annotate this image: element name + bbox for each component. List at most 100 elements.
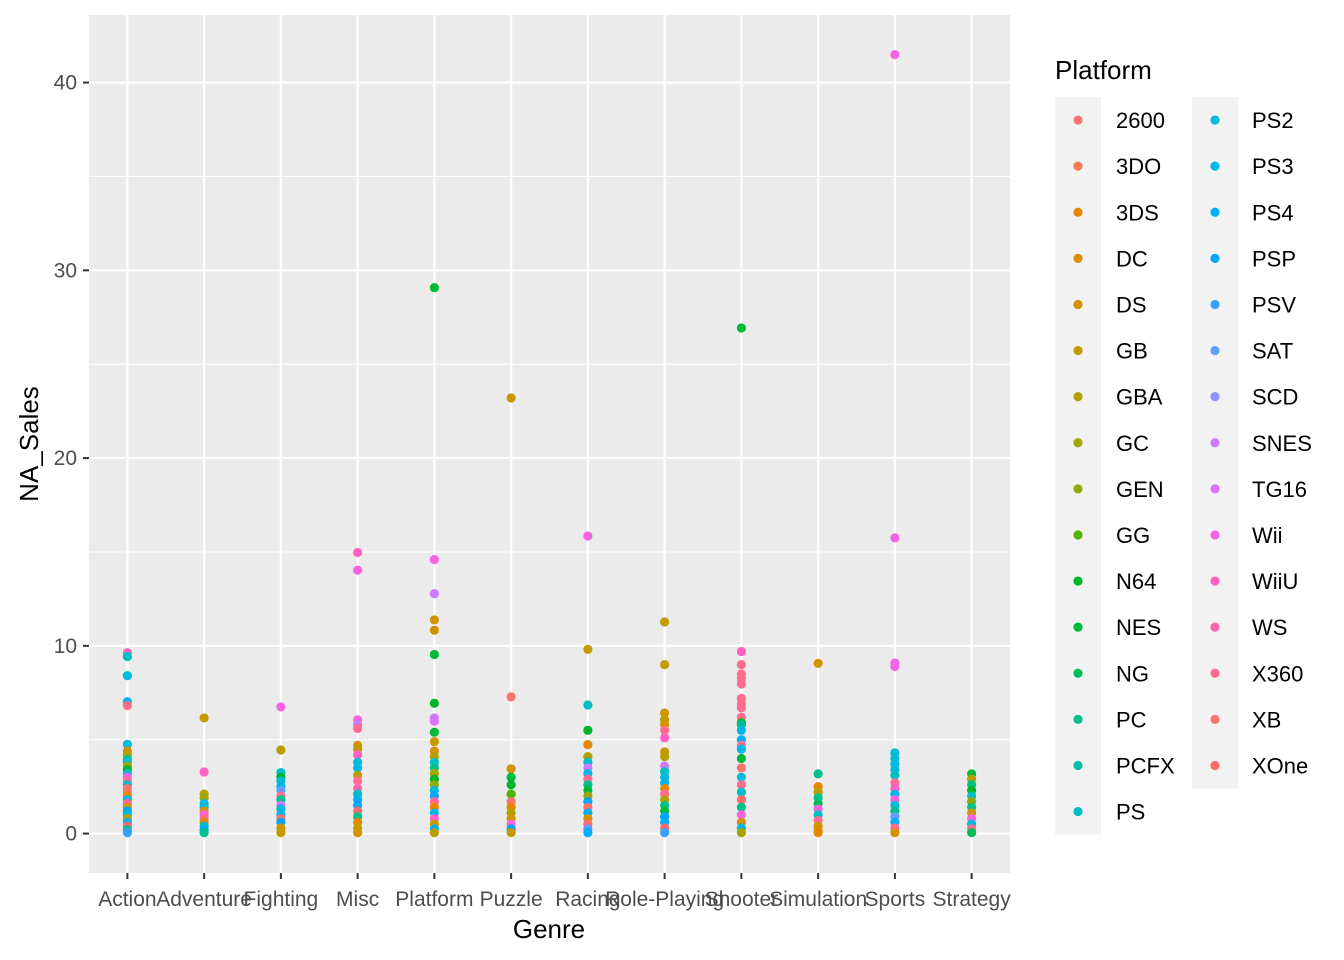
data-point [122,828,132,838]
legend-label: X360 [1252,661,1303,686]
data-point [736,828,746,838]
data-point [813,769,823,779]
data-point [890,661,900,672]
legend-label: TG16 [1252,477,1307,502]
legend-label: XOne [1252,753,1308,778]
legend-key [1073,806,1083,817]
data-point [660,733,670,743]
data-point [199,828,209,838]
data-point [813,828,823,838]
data-point [506,828,516,838]
legend-label: SAT [1252,339,1293,364]
legend-title: Platform [1055,55,1152,85]
data-point [736,679,746,689]
data-point [660,708,670,718]
data-point [353,828,363,838]
data-point [429,649,439,660]
data-point [506,764,516,774]
x-tick-label: Simulation [769,888,867,911]
data-point [583,700,593,710]
x-tick-label: Puzzle [480,888,543,911]
data-point [276,828,286,838]
x-axis-title: Genre [513,914,585,944]
legend-label: PSP [1252,246,1296,271]
x-tick-label: Action [98,888,156,911]
data-point [736,780,746,790]
legend-label: WS [1252,615,1287,640]
y-tick-label: 40 [54,72,77,95]
legend-label: PSV [1252,292,1296,317]
data-point [736,763,746,773]
data-point [583,828,593,838]
data-point [660,828,670,838]
data-point [583,644,593,654]
data-point [813,658,823,668]
legend-label: SCD [1252,385,1298,410]
data-point [353,750,363,760]
data-point [736,795,746,805]
legend-key [1210,207,1220,217]
data-point [736,323,746,333]
data-point [429,555,439,565]
y-tick-label: 20 [54,447,77,470]
data-point [736,725,746,735]
data-point [506,780,516,790]
x-tick-label: Misc [336,888,379,911]
x-tick-label: Sports [865,888,926,911]
x-tick-label: Strategy [933,888,1012,911]
data-point [736,660,746,670]
data-point [890,50,900,60]
legend-key [1073,438,1083,448]
data-point [122,700,132,711]
data-point [890,533,900,543]
x-tick-label: Fighting [244,888,319,911]
plot-panel [89,15,1010,873]
data-point [736,703,746,713]
data-point [353,565,363,575]
legend-key [1210,438,1220,448]
data-point [429,625,439,635]
data-point [429,716,439,726]
legend-key [1073,622,1083,632]
legend-label: NES [1116,615,1161,640]
data-point [506,393,516,403]
legend-label: NG [1116,661,1149,686]
legend-label: DC [1116,246,1148,271]
legend-label: GBA [1116,385,1163,410]
data-point [429,698,439,708]
legend-label: PS3 [1252,154,1294,179]
data-point [122,651,132,662]
legend-label: WiiU [1252,569,1298,594]
data-points [122,50,977,838]
legend-key [1210,760,1220,771]
legend-key [1073,668,1083,678]
data-point [583,725,593,735]
data-point [353,763,363,773]
legend-label: DS [1116,292,1147,317]
legend-key [1210,299,1220,310]
legend-label: PS2 [1252,108,1294,133]
data-point [660,660,670,670]
legend-label: Wii [1252,523,1283,548]
data-point [736,646,746,657]
data-point [736,787,746,797]
data-point [429,727,439,737]
legend-label: PC [1116,707,1147,732]
data-point [660,751,670,762]
data-point [506,772,516,782]
legend-key [1073,530,1083,540]
legend-label: SNES [1252,431,1312,456]
data-point [583,531,593,541]
x-tick-label: Role-Playing [605,888,724,911]
legend-key [1210,345,1220,356]
data-point [660,617,670,627]
y-axis-title: NA_Sales [14,386,44,502]
data-point [429,283,439,293]
legend-key [1073,484,1083,494]
y-tick-label: 10 [54,635,77,658]
y-tick-label: 30 [54,259,77,282]
y-tick-label: 0 [65,823,77,846]
legend-key-background [1055,97,1101,835]
legend-label: 3DS [1116,200,1159,225]
